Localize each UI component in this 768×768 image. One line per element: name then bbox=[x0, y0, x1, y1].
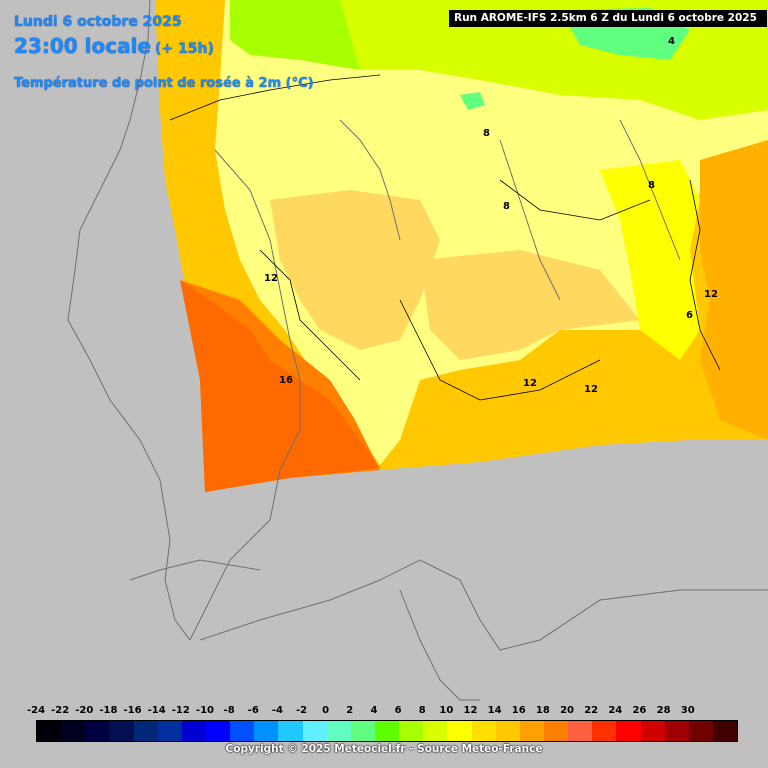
legend-tick-label: 12 bbox=[463, 705, 478, 716]
svg-text:12: 12 bbox=[264, 273, 278, 284]
legend-swatch bbox=[181, 721, 206, 741]
legend-tick-label: 24 bbox=[608, 705, 623, 716]
legend-tick-label: -14 bbox=[147, 705, 166, 716]
legend-swatch bbox=[640, 721, 665, 741]
map-time: 23:00 locale (+ 15h) bbox=[14, 34, 214, 58]
isoline-labels: 4 8 8 8 12 12 12 12 16 6 bbox=[264, 36, 718, 395]
legend-swatch bbox=[664, 721, 689, 741]
legend-swatch bbox=[495, 721, 520, 741]
borders bbox=[67, 0, 768, 701]
legend-swatch bbox=[447, 721, 472, 741]
legend-tick-label: 22 bbox=[584, 705, 599, 716]
legend-swatch bbox=[423, 721, 448, 741]
svg-text:8: 8 bbox=[648, 180, 655, 191]
legend-swatch bbox=[712, 721, 738, 741]
legend-tick-label: -18 bbox=[99, 705, 118, 716]
legend-tick-label: 8 bbox=[418, 705, 426, 716]
legend-swatch bbox=[616, 721, 641, 741]
legend-swatch bbox=[688, 721, 713, 741]
svg-text:12: 12 bbox=[584, 384, 598, 395]
svg-text:12: 12 bbox=[523, 378, 537, 389]
legend-tick-label: -8 bbox=[223, 705, 235, 716]
legend-tick-label: 4 bbox=[370, 705, 378, 716]
legend-tick-label: 28 bbox=[656, 705, 671, 716]
legend-tick-label: -4 bbox=[271, 705, 283, 716]
legend-bar bbox=[36, 720, 738, 742]
legend-tick-label: 6 bbox=[394, 705, 402, 716]
legend-swatch bbox=[471, 721, 496, 741]
legend-swatch bbox=[543, 721, 569, 741]
legend-swatch bbox=[568, 721, 593, 741]
legend-swatch bbox=[374, 721, 400, 741]
legend-tick-label: 30 bbox=[680, 705, 695, 716]
legend-swatch bbox=[230, 721, 255, 741]
legend-swatch bbox=[37, 721, 62, 741]
map-time-value: 23:00 locale bbox=[14, 34, 151, 58]
run-info: Run AROME-IFS 2.5km 6 Z du Lundi 6 octob… bbox=[449, 10, 767, 27]
legend-swatch bbox=[254, 721, 279, 741]
legend-tick-label: 10 bbox=[439, 705, 454, 716]
svg-text:6: 6 bbox=[686, 310, 693, 321]
legend-tick-label: -12 bbox=[171, 705, 190, 716]
map-date: Lundi 6 octobre 2025 bbox=[14, 14, 182, 30]
legend-tick-label: 26 bbox=[632, 705, 647, 716]
svg-text:12: 12 bbox=[704, 289, 718, 300]
legend-tick-label: -10 bbox=[195, 705, 214, 716]
legend-swatch bbox=[519, 721, 544, 741]
legend-tick-label: -2 bbox=[295, 705, 308, 716]
legend-tick-label: 20 bbox=[560, 705, 574, 716]
svg-text:8: 8 bbox=[483, 128, 490, 139]
legend-ticks: -24 -22 -20 -18 -16 -14 -12 -10 -8 -6 -4 -2 0 2 4 6 8 10 1… bbox=[0, 705, 768, 719]
legend-tick-label: 16 bbox=[511, 705, 526, 716]
copyright: Copyright © 2025 Meteociel.fr - Source M… bbox=[225, 743, 543, 755]
legend-tick-label: 0 bbox=[322, 705, 330, 716]
legend-tick-label: 14 bbox=[487, 705, 502, 716]
legend-tick-label: -6 bbox=[247, 705, 259, 716]
legend-tick-label: -16 bbox=[123, 705, 142, 716]
legend-swatch bbox=[350, 721, 375, 741]
model-field bbox=[155, 0, 768, 492]
legend-swatch bbox=[302, 721, 327, 741]
legend-tick-label: 18 bbox=[535, 705, 550, 716]
map-time-offset: (+ 15h) bbox=[155, 41, 214, 57]
legend-tick-label: -20 bbox=[75, 705, 94, 716]
legend-swatch bbox=[399, 721, 424, 741]
legend-swatch bbox=[326, 721, 351, 741]
svg-text:16: 16 bbox=[279, 375, 293, 386]
legend-swatch bbox=[278, 721, 303, 741]
legend-swatch bbox=[205, 721, 231, 741]
legend-swatch bbox=[61, 721, 86, 741]
map-parameter: Température de point de rosée à 2m (°C) bbox=[14, 76, 314, 91]
isolines bbox=[169, 74, 721, 401]
legend-swatch bbox=[109, 721, 134, 741]
legend-swatch bbox=[85, 721, 110, 741]
svg-text:4: 4 bbox=[668, 36, 675, 47]
legend-swatch bbox=[592, 721, 617, 741]
svg-text:8: 8 bbox=[503, 201, 510, 212]
color-legend: -24 -22 -20 -18 -16 -14 -12 -10 -8 -6 -4 -2 0 2 4 6 8 10 1… bbox=[0, 700, 768, 768]
legend-tick-label: -22 bbox=[51, 705, 70, 716]
legend-tick-label: 2 bbox=[346, 705, 354, 716]
legend-swatch bbox=[157, 721, 182, 741]
legend-swatch bbox=[133, 721, 158, 741]
legend-tick-label: -24 bbox=[26, 705, 46, 716]
